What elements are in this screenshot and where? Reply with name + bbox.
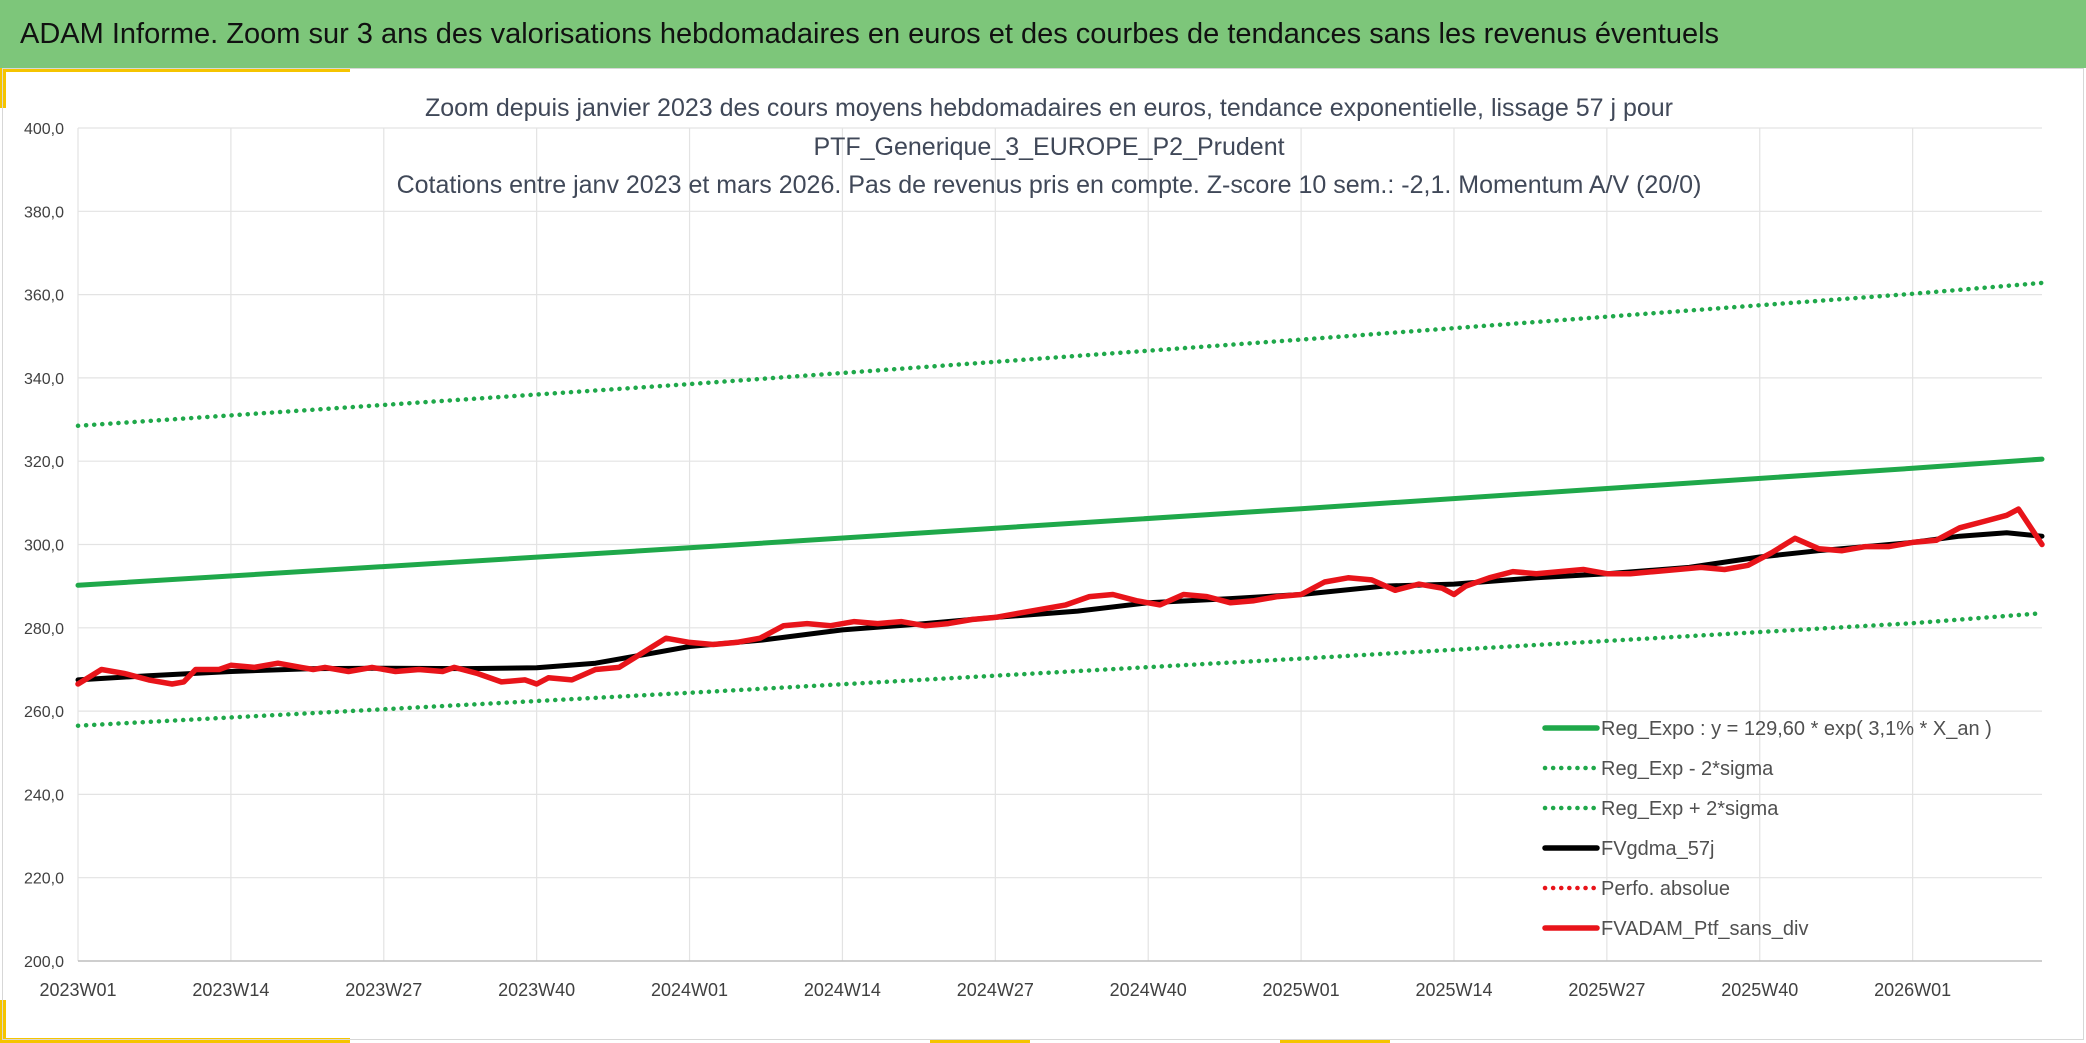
series-lines bbox=[75, 280, 2045, 728]
series-fvadam-ptf bbox=[75, 506, 2045, 687]
legend-label: Perfo. absolue bbox=[1601, 878, 1730, 900]
accent-left-bottom bbox=[0, 1000, 6, 1043]
legend-label: FVADAM_Ptf_sans_div bbox=[1601, 918, 1809, 940]
y-tick-label: 340,0 bbox=[24, 371, 64, 388]
series-reg-minus-2sigma bbox=[75, 610, 2045, 728]
legend-label: FVgdma_57j bbox=[1601, 838, 1714, 860]
x-tick-label: 2024W40 bbox=[1110, 980, 1187, 1000]
y-tick-label: 280,0 bbox=[24, 621, 64, 638]
y-axis-ticks: 200,0 220,0 240,0 260,0 280,0 300,0 320,0 340,0… bbox=[24, 121, 64, 971]
x-tick-label: 2025W27 bbox=[1568, 980, 1645, 1000]
legend-label: Reg_Exp + 2*sigma bbox=[1601, 798, 1779, 820]
y-tick-label: 260,0 bbox=[24, 704, 64, 721]
accent-top-left bbox=[0, 68, 350, 72]
legend: Reg_Expo : y = 129,60 * exp( 3,1% * X_an… bbox=[1542, 718, 1992, 940]
accent-bottom-left bbox=[0, 1038, 350, 1043]
x-tick-label: 2023W01 bbox=[39, 980, 116, 1000]
y-tick-label: 240,0 bbox=[24, 787, 64, 804]
series-reg-expo bbox=[75, 456, 2045, 588]
y-tick-label: 300,0 bbox=[24, 538, 64, 555]
page-title: ADAM Informe. Zoom sur 3 ans des valoris… bbox=[20, 17, 1720, 50]
legend-label: Reg_Expo : y = 129,60 * exp( 3,1% * X_an… bbox=[1601, 718, 1992, 740]
x-tick-label: 2026W01 bbox=[1874, 980, 1951, 1000]
x-tick-label: 2025W01 bbox=[1263, 980, 1340, 1000]
gridlines bbox=[77, 127, 2042, 962]
y-tick-label: 220,0 bbox=[24, 871, 64, 888]
y-tick-label: 200,0 bbox=[24, 954, 64, 971]
accent-bottom-right bbox=[1280, 1040, 1390, 1043]
chart-title: Zoom depuis janvier 2023 des cours moyen… bbox=[397, 94, 1702, 199]
x-tick-label: 2025W14 bbox=[1415, 980, 1492, 1000]
x-tick-label: 2023W40 bbox=[498, 980, 575, 1000]
y-tick-label: 360,0 bbox=[24, 288, 64, 305]
x-tick-label: 2023W27 bbox=[345, 980, 422, 1000]
legend-label: Reg_Exp - 2*sigma bbox=[1601, 758, 1774, 780]
chart-title-line: PTF_Generique_3_EUROPE_P2_Prudent bbox=[813, 133, 1284, 161]
chart-title-line: Cotations entre janv 2023 et mars 2026. … bbox=[397, 171, 1702, 199]
x-tick-label: 2024W27 bbox=[957, 980, 1034, 1000]
series-reg-plus-2sigma bbox=[75, 280, 2045, 429]
x-tick-label: 2024W14 bbox=[804, 980, 881, 1000]
chart-title-line: Zoom depuis janvier 2023 des cours moyen… bbox=[425, 94, 1673, 122]
x-tick-label: 2025W40 bbox=[1721, 980, 1798, 1000]
header-banner: ADAM Informe. Zoom sur 3 ans des valoris… bbox=[0, 0, 2086, 68]
x-tick-label: 2024W01 bbox=[651, 980, 728, 1000]
accent-bottom-mid bbox=[930, 1040, 1030, 1043]
y-tick-label: 400,0 bbox=[24, 121, 64, 138]
x-axis-ticks: 2023W01 2023W14 2023W27 2023W40 2024W01 2024W… bbox=[39, 980, 1951, 1000]
accent-left-top bbox=[0, 68, 6, 108]
chart-frame bbox=[2, 68, 2084, 1040]
y-tick-label: 320,0 bbox=[24, 454, 64, 471]
x-tick-label: 2023W14 bbox=[192, 980, 269, 1000]
y-tick-label: 380,0 bbox=[24, 204, 64, 221]
